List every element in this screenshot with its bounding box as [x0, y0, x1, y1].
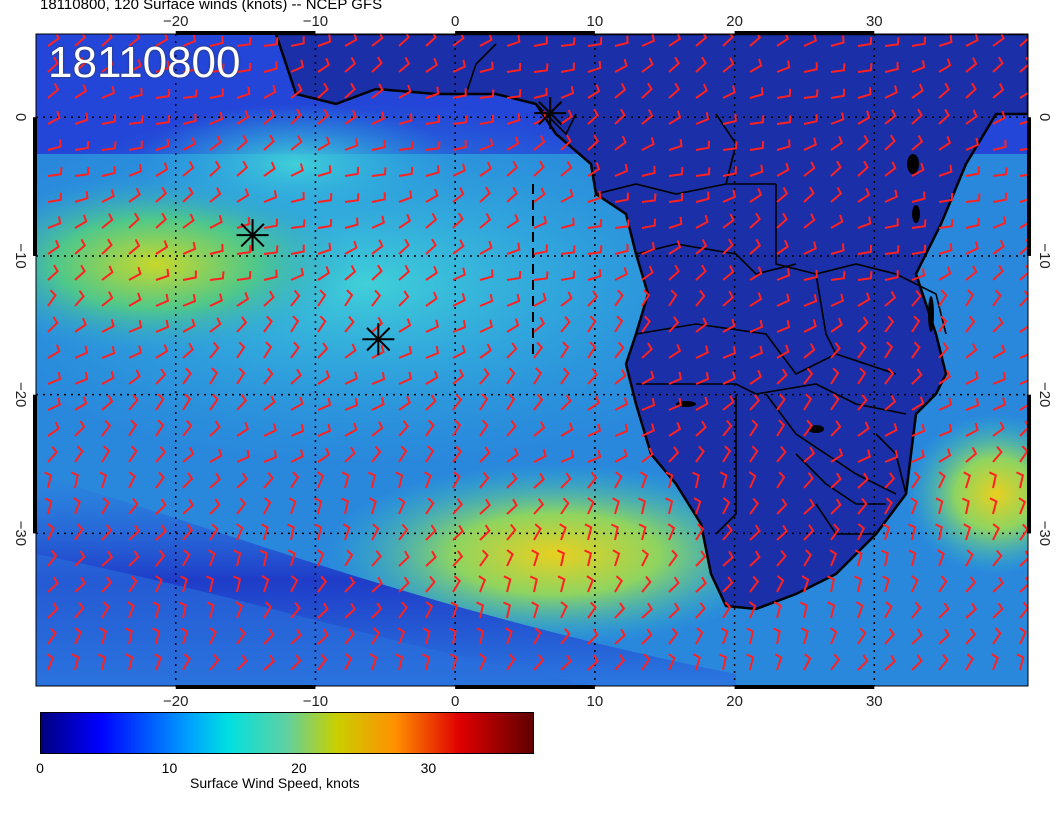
colorbar — [40, 712, 534, 754]
lon-tick-label: 20 — [726, 693, 743, 710]
lat-tick-label: −30 — [12, 521, 29, 546]
colorbar-tick: 30 — [420, 760, 437, 776]
lat-tick-label: −10 — [12, 243, 29, 268]
lat-tick-label: 0 — [1036, 113, 1053, 121]
date-stamp: 18110800 — [48, 38, 241, 87]
lon-tick-label: 30 — [866, 13, 883, 30]
lat-tick-label: −30 — [1036, 521, 1053, 546]
map-title: 18110800, 120 Surface winds (knots) -- N… — [40, 0, 383, 13]
colorbar-tick: 20 — [291, 760, 307, 776]
lat-tick-label: −20 — [12, 382, 29, 407]
lon-tick-label: −10 — [303, 693, 328, 710]
colorbar-tick: 10 — [161, 760, 178, 776]
colorbar-tick: 0 — [36, 760, 44, 776]
lon-tick-label: −20 — [163, 13, 188, 30]
lat-tick-label: −10 — [1036, 243, 1053, 268]
lat-tick-label: −20 — [1036, 382, 1053, 407]
lon-tick-label: 0 — [451, 13, 459, 30]
colorbar-label: Surface Wind Speed, knots — [190, 775, 360, 791]
storm-marker — [236, 219, 269, 252]
lon-tick-label: −20 — [163, 693, 188, 710]
storm-marker — [362, 323, 395, 356]
wind-field — [36, 34, 1028, 686]
storm-marker — [534, 97, 567, 130]
wind-map[interactable]: 18110800 — [36, 34, 1028, 686]
lon-tick-label: 30 — [866, 693, 883, 710]
lon-tick-label: 10 — [587, 693, 604, 710]
lon-tick-label: 20 — [726, 13, 743, 30]
lon-tick-label: 0 — [451, 693, 459, 710]
lat-tick-label: 0 — [12, 113, 29, 121]
lon-tick-label: −10 — [303, 13, 328, 30]
lon-tick-label: 10 — [587, 13, 604, 30]
